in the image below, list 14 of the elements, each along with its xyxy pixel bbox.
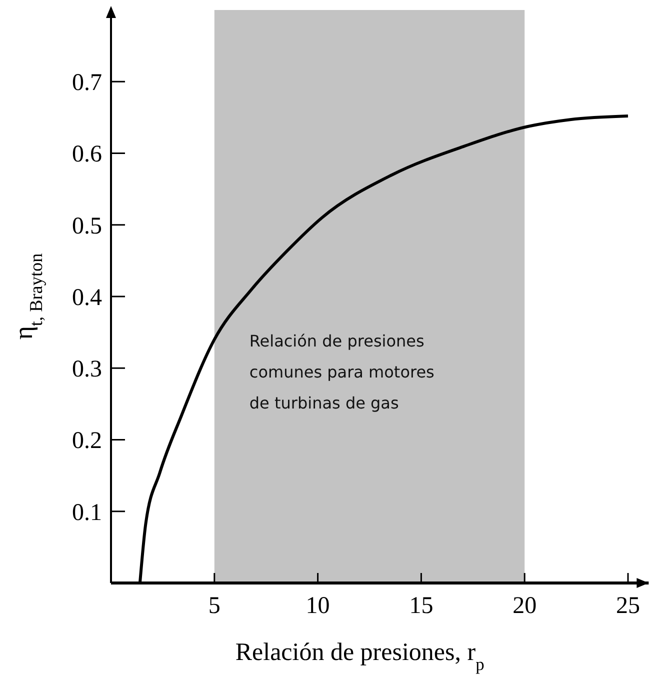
y-tick-label: 0.5 <box>72 213 102 240</box>
x-tick-label: 5 <box>208 593 220 619</box>
y-tick-label: 0.6 <box>72 142 102 168</box>
band-label: Relación de presiones comunes para motores de turbinas de gas <box>249 332 434 413</box>
y-tick-label: 0.3 <box>72 356 102 383</box>
y-tick-label: 0.7 <box>72 70 102 96</box>
x-tick-label: 15 <box>409 593 434 619</box>
x-tick-label: 20 <box>512 593 537 619</box>
y-tick-label: 0.2 <box>72 428 102 454</box>
x-tick-label: 25 <box>616 593 640 619</box>
y-tick-label: 0.4 <box>72 284 102 311</box>
x-tick-label: 10 <box>306 593 330 619</box>
x-axis-title: Relación de presiones, r$_{p}$ <box>235 639 485 674</box>
y-tick-label: 0.1 <box>72 500 102 526</box>
